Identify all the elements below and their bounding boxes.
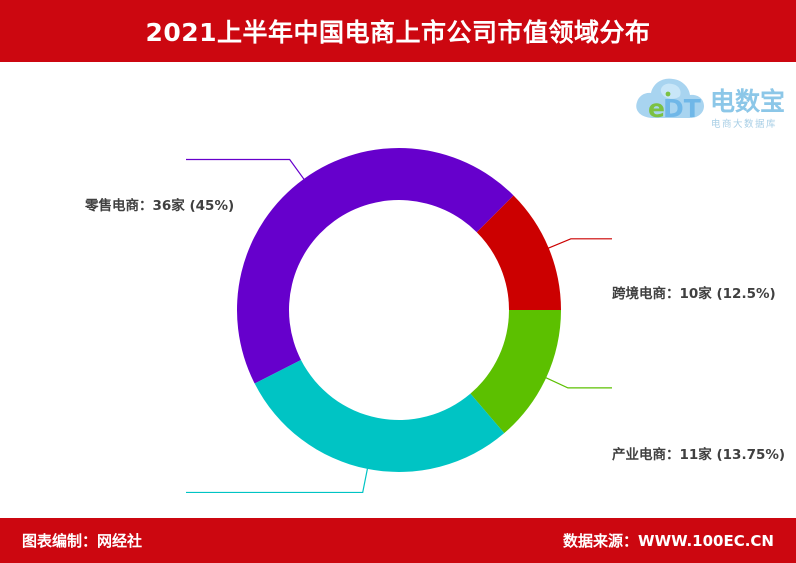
edt-brand-logo: e DT 电数宝 电商大数据库 — [632, 74, 784, 136]
logo-tagline: 电商大数据库 — [711, 118, 777, 130]
logo-letter-e: e — [648, 94, 665, 123]
donut-slice-1[interactable] — [476, 195, 561, 310]
leader-lines — [186, 158, 612, 494]
donut-slice-0[interactable] — [237, 148, 514, 384]
logo-letters-dt: DT — [663, 94, 701, 123]
chart-footer-bar: 图表编制：网经社 数据来源：WWW.100EC.CN — [0, 518, 796, 563]
leader-line-1 — [542, 238, 612, 251]
donut-slice-3[interactable] — [254, 359, 505, 472]
slice-label-cross-border: 跨境电商：10家 (12.5%) — [612, 286, 776, 302]
page-title: 2021上半年中国电商上市公司市值领域分布 — [145, 18, 651, 47]
logo-brand-cn: 电数宝 — [710, 87, 784, 116]
logo-dot — [665, 91, 671, 97]
slice-label-retail: 零售电商：36家 (45%) — [85, 198, 235, 214]
donut-chart-area: 零售电商：36家 (45%) 跨境电商：10家 (12.5%) 产业电商：11家… — [0, 62, 796, 563]
chart-title-bar: 2021上半年中国电商上市公司市值领域分布 — [0, 0, 796, 62]
donut-slices — [237, 148, 561, 472]
leader-line-3 — [186, 462, 370, 494]
footer-data-source: 数据来源：WWW.100EC.CN — [563, 532, 774, 550]
leader-line-2 — [540, 374, 612, 389]
slice-label-industry: 产业电商：11家 (13.75%) — [612, 447, 786, 463]
leader-line-0 — [186, 158, 308, 185]
cloud-icon — [636, 78, 704, 118]
donut-slice-2[interactable] — [470, 310, 561, 434]
footer-author: 图表编制：网经社 — [22, 532, 143, 550]
